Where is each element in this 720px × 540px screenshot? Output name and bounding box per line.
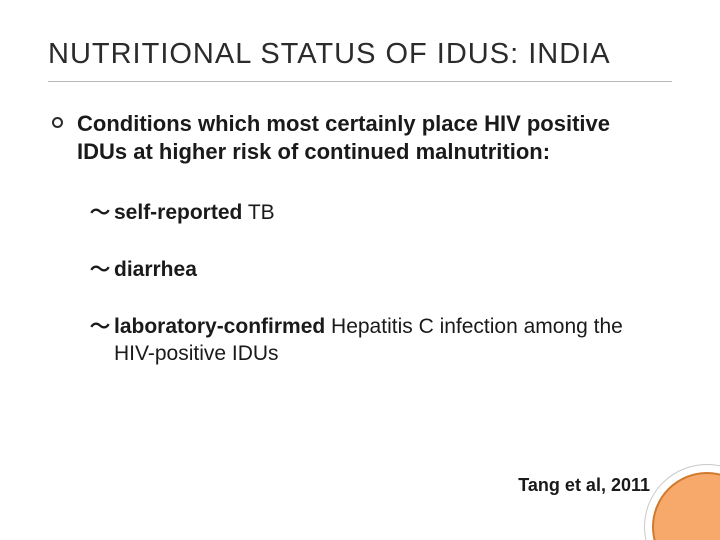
main-bullet-text: Conditions which most certainly place HI… [77, 110, 617, 166]
sub-bullet-text: diarrhea [114, 257, 197, 284]
sub-bullet-row: ～ laboratory-confirmed Hepatitis C infec… [90, 314, 672, 368]
main-bullet-row: Conditions which most certainly place HI… [52, 110, 672, 166]
curl-bullet-icon: ～ [90, 200, 110, 226]
slide: NUTRITIONAL STATUS OF IDUS: INDIA Condit… [0, 0, 720, 540]
citation-text: Tang et al, 2011 [518, 475, 650, 496]
sub-bullet-text: self-reported TB [114, 200, 275, 227]
slide-title: NUTRITIONAL STATUS OF IDUS: INDIA [48, 38, 672, 82]
sub-bullet-text: laboratory-confirmed Hepatitis C infecti… [114, 314, 644, 368]
sub-bullet-row: ～ diarrhea [90, 257, 672, 284]
curl-bullet-icon: ～ [90, 257, 110, 283]
sub-bullet-row: ～ self-reported TB [90, 200, 672, 227]
curl-bullet-icon: ～ [90, 314, 110, 340]
donut-bullet-icon [52, 117, 63, 128]
